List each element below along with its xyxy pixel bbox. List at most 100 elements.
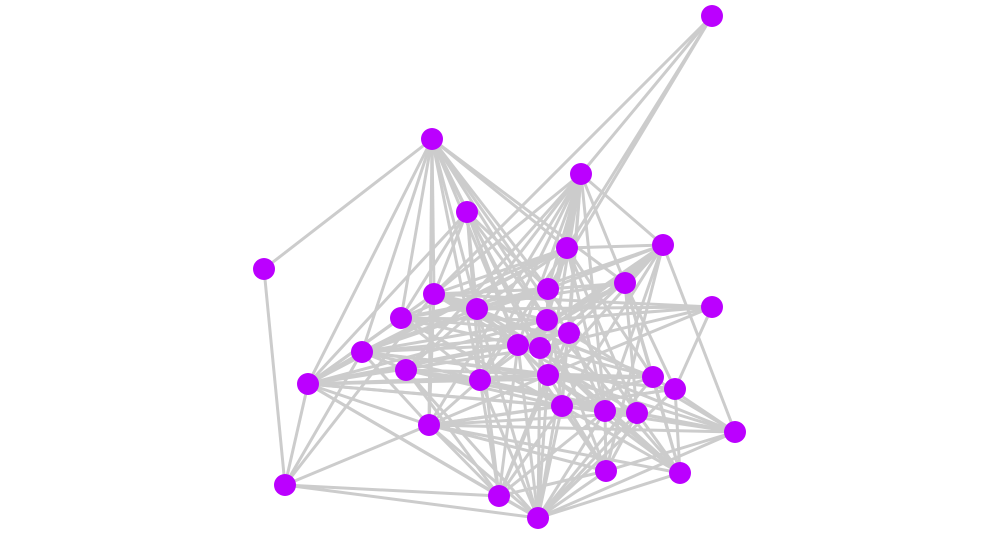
edge-n28-n29 [605, 430, 736, 473]
node-n24 [551, 395, 573, 417]
nodes-layer [253, 5, 746, 529]
node-n18 [395, 359, 417, 381]
edge-n24-n33 [536, 405, 564, 519]
node-n26 [626, 402, 648, 424]
edge-n1-n4 [263, 137, 433, 271]
edge-n4-n31 [262, 268, 287, 486]
edge-n12-n10 [476, 305, 713, 311]
edge-n31-n32 [284, 483, 500, 498]
edge-n19-n31 [283, 383, 310, 486]
edge-n29-n33 [537, 469, 607, 520]
edge-n10-n17 [361, 307, 478, 354]
edge-n1-n11 [399, 138, 434, 319]
node-n22 [642, 366, 664, 388]
node-n1 [421, 128, 443, 150]
edge-n3-n13 [465, 211, 549, 321]
node-n29 [595, 460, 617, 482]
node-n33 [527, 507, 549, 529]
edge-n1-n7 [431, 137, 626, 285]
edge-n27-n28 [428, 423, 736, 434]
edge-n30-n33 [537, 471, 681, 520]
node-n11 [390, 307, 412, 329]
edge-n5-n19 [307, 246, 568, 386]
edge-n3-n19 [306, 210, 469, 386]
edge-n24-n27 [428, 404, 563, 427]
node-n12 [701, 296, 723, 318]
node-n32 [488, 485, 510, 507]
node-n17 [351, 341, 373, 363]
edge-n12-n21 [547, 305, 713, 377]
edge-n12-n23 [673, 306, 714, 390]
edge-n27-n29 [428, 423, 607, 473]
edge-n3-n9 [465, 210, 550, 291]
edge-n19-n27 [307, 382, 430, 427]
edge-n25-n32 [498, 409, 606, 498]
edge-n22-n33 [536, 376, 655, 519]
edge-n27-n31 [284, 423, 430, 487]
edge-n0-n2 [579, 15, 714, 175]
edge-n0-n5 [565, 15, 714, 249]
node-n15 [507, 334, 529, 356]
edge-n5-n8 [433, 246, 568, 296]
node-n21 [537, 364, 559, 386]
node-n9 [537, 278, 559, 300]
node-n13 [536, 309, 558, 331]
node-n30 [669, 462, 691, 484]
edge-n13-n19 [307, 318, 548, 386]
edge-n31-n8 [283, 293, 436, 486]
edge-n8-n9 [433, 287, 549, 296]
edge-n20-n25 [479, 378, 606, 413]
edge-n26-n30 [635, 412, 682, 474]
edges-layer [262, 14, 737, 520]
edge-n14-n17 [361, 331, 570, 354]
edge-n16-n22 [539, 346, 654, 379]
node-n6 [652, 234, 674, 256]
edge-n3-n11 [399, 211, 469, 319]
edge-n20-n33 [478, 379, 540, 519]
edge-n21-n22 [547, 373, 654, 379]
node-n31 [274, 474, 296, 496]
node-n19 [297, 373, 319, 395]
node-n10 [466, 298, 488, 320]
node-n2 [570, 163, 592, 185]
edge-n31-n17 [283, 351, 364, 486]
edge-n27-n30 [428, 423, 681, 475]
edge-n31-n33 [284, 483, 539, 520]
node-n16 [529, 337, 551, 359]
edge-n6-n21 [546, 244, 665, 376]
edge-n17-n27 [360, 350, 431, 427]
node-n14 [558, 322, 580, 344]
edge-n20-n21 [479, 373, 549, 382]
node-n20 [469, 369, 491, 391]
node-n23 [664, 378, 686, 400]
edge-n22-n24 [561, 375, 654, 408]
edge-n3-n8 [432, 211, 469, 295]
node-n7 [614, 272, 636, 294]
edge-n8-n12 [433, 292, 713, 309]
edge-n28-n33 [537, 430, 736, 520]
edge-n2-n7 [579, 173, 627, 284]
node-n3 [456, 201, 478, 223]
edge-n11-n14 [400, 316, 570, 335]
edge-n5-n22 [565, 247, 655, 378]
node-n28 [724, 421, 746, 443]
edge-n21-n32 [497, 374, 550, 497]
edge-n7-n23 [623, 282, 677, 390]
edge-n2-n8 [433, 172, 582, 296]
edge-n21-n27 [428, 373, 549, 427]
edge-n5-n11 [400, 246, 568, 320]
node-n4 [253, 258, 275, 280]
edge-n18-n32 [404, 369, 501, 497]
edge-n29-n32 [498, 469, 607, 498]
edge-n1-n19 [306, 138, 434, 385]
edge-n27-n33 [428, 423, 539, 520]
edge-n26-n28 [636, 411, 736, 434]
node-n5 [556, 237, 578, 259]
node-n27 [418, 414, 440, 436]
edge-n6-n29 [604, 244, 665, 472]
node-n0 [701, 5, 723, 27]
edge-n12-n13 [546, 305, 713, 322]
edge-n1-n17 [360, 138, 434, 353]
edge-n2-n6 [580, 172, 664, 247]
edge-n5-n6 [566, 243, 664, 250]
